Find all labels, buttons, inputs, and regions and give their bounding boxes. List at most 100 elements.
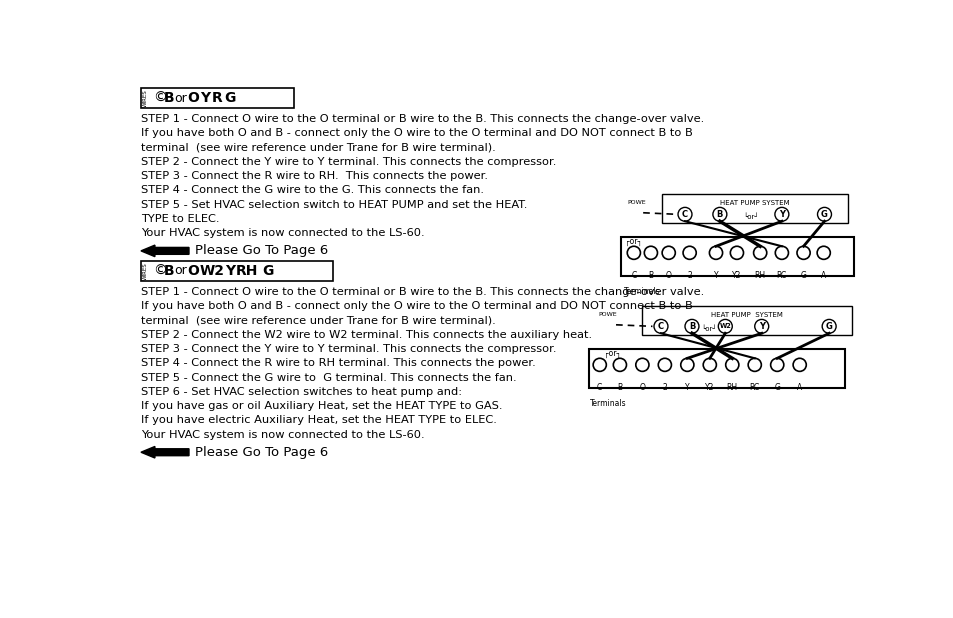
Circle shape — [754, 320, 768, 333]
Text: ┌or┐: ┌or┐ — [624, 237, 641, 247]
Circle shape — [792, 358, 805, 371]
Text: └or┘: └or┘ — [700, 325, 716, 332]
Text: RH: RH — [726, 383, 737, 392]
Text: A: A — [821, 271, 825, 281]
Circle shape — [817, 246, 829, 260]
Text: RC: RC — [749, 383, 760, 392]
Text: RH: RH — [235, 264, 257, 278]
Text: C: C — [597, 383, 601, 392]
Bar — [141, 261, 333, 281]
Circle shape — [775, 246, 787, 260]
Circle shape — [661, 246, 675, 260]
Text: Your HVAC system is now connected to the LS-60.: Your HVAC system is now connected to the… — [141, 228, 424, 238]
Text: G: G — [774, 383, 780, 392]
Text: Y: Y — [199, 91, 210, 105]
Text: RH: RH — [754, 271, 765, 281]
Text: HEAT PUMP SYSTEM: HEAT PUMP SYSTEM — [720, 200, 789, 206]
Circle shape — [821, 320, 835, 333]
Text: 2: 2 — [686, 271, 691, 281]
Text: G: G — [261, 264, 273, 278]
Text: Y: Y — [778, 210, 784, 219]
Text: Terminals: Terminals — [623, 287, 659, 295]
Text: HEAT PUMP  SYSTEM: HEAT PUMP SYSTEM — [710, 311, 782, 318]
Text: STEP 2 - Connect the W2 wire to W2 terminal. This connects the auxiliary heat.: STEP 2 - Connect the W2 wire to W2 termi… — [141, 330, 592, 340]
Circle shape — [635, 358, 648, 371]
Text: └or┘: └or┘ — [742, 213, 758, 220]
Circle shape — [680, 358, 693, 371]
Bar — [141, 88, 294, 108]
Circle shape — [678, 208, 691, 221]
Text: STEP 6 - Set HVAC selection switches to heat pump and:: STEP 6 - Set HVAC selection switches to … — [141, 387, 461, 397]
Bar — [661, 193, 847, 222]
Text: STEP 5 - Set HVAC selection switch to HEAT PUMP and set the HEAT.: STEP 5 - Set HVAC selection switch to HE… — [141, 200, 527, 210]
Text: STEP 1 - Connect O wire to the O terminal or B wire to the B. This connects the : STEP 1 - Connect O wire to the O termina… — [141, 287, 703, 297]
Text: Your HVAC system is now connected to the LS-60.: Your HVAC system is now connected to the… — [141, 430, 424, 439]
Text: O: O — [187, 264, 199, 278]
Text: STEP 4 - Connect the R wire to RH terminal. This connects the power.: STEP 4 - Connect the R wire to RH termin… — [141, 358, 536, 368]
Circle shape — [684, 320, 699, 333]
Text: Y: Y — [224, 264, 234, 278]
Text: G: G — [224, 91, 235, 105]
Bar — [588, 349, 843, 388]
Text: B: B — [164, 264, 174, 278]
FancyArrow shape — [141, 446, 189, 458]
Text: ©: © — [153, 91, 167, 105]
Text: C: C — [631, 271, 636, 281]
Text: WIRES: WIRES — [142, 89, 147, 107]
FancyArrow shape — [141, 245, 189, 256]
Circle shape — [747, 358, 760, 371]
Text: STEP 3 - Connect the R wire to RH.  This connects the power.: STEP 3 - Connect the R wire to RH. This … — [141, 171, 487, 181]
Text: G: G — [800, 271, 805, 281]
Text: terminal  (see wire reference under Trane for B wire terminal).: terminal (see wire reference under Trane… — [141, 316, 496, 326]
Circle shape — [593, 358, 606, 371]
Circle shape — [725, 358, 738, 371]
Circle shape — [682, 246, 696, 260]
Circle shape — [627, 246, 639, 260]
Text: ©: © — [153, 264, 167, 278]
Text: STEP 4 - Connect the G wire to the G. This connects the fan.: STEP 4 - Connect the G wire to the G. Th… — [141, 185, 483, 195]
Text: Please Go To Page 6: Please Go To Page 6 — [195, 446, 328, 459]
Text: STEP 5 - Connect the G wire to  G terminal. This connects the fan.: STEP 5 - Connect the G wire to G termina… — [141, 373, 516, 383]
Circle shape — [796, 246, 809, 260]
Text: W2: W2 — [719, 323, 730, 329]
Text: B: B — [164, 91, 174, 105]
Circle shape — [702, 358, 716, 371]
Circle shape — [753, 246, 766, 260]
Circle shape — [770, 358, 783, 371]
Circle shape — [730, 246, 742, 260]
Text: STEP 3 - Connect the Y wire to Y terminal. This connects the compressor.: STEP 3 - Connect the Y wire to Y termina… — [141, 344, 556, 354]
Circle shape — [774, 208, 788, 221]
Text: or: or — [174, 91, 187, 104]
Text: RC: RC — [776, 271, 786, 281]
Circle shape — [658, 358, 671, 371]
Text: G: G — [825, 322, 832, 331]
Text: O: O — [665, 271, 671, 281]
Text: B: B — [617, 383, 621, 392]
Circle shape — [613, 358, 626, 371]
Text: POWE: POWE — [598, 312, 617, 317]
Text: STEP 2 - Connect the Y wire to Y terminal. This connects the compressor.: STEP 2 - Connect the Y wire to Y termina… — [141, 157, 556, 167]
Text: If you have electric Auxiliary Heat, set the HEAT TYPE to ELEC.: If you have electric Auxiliary Heat, set… — [141, 415, 497, 425]
Text: A: A — [797, 383, 801, 392]
Text: B: B — [648, 271, 653, 281]
Text: POWE: POWE — [627, 200, 645, 205]
Text: Y2: Y2 — [704, 383, 714, 392]
Text: If you have both O and B - connect only the O wire to the O terminal and DO NOT : If you have both O and B - connect only … — [141, 302, 692, 311]
Text: O: O — [639, 383, 644, 392]
Bar — [641, 305, 852, 335]
Text: W2: W2 — [199, 264, 225, 278]
Text: Please Go To Page 6: Please Go To Page 6 — [195, 244, 328, 257]
Text: O: O — [187, 91, 199, 105]
Text: C: C — [658, 322, 663, 331]
Text: B: B — [688, 322, 695, 331]
Text: C: C — [681, 210, 687, 219]
Text: STEP 1 - Connect O wire to the O terminal or B wire to the B. This connects the : STEP 1 - Connect O wire to the O termina… — [141, 114, 703, 124]
Circle shape — [709, 246, 721, 260]
Circle shape — [712, 208, 726, 221]
Text: 2: 2 — [661, 383, 666, 392]
Circle shape — [654, 320, 667, 333]
Text: If you have gas or oil Auxiliary Heat, set the HEAT TYPE to GAS.: If you have gas or oil Auxiliary Heat, s… — [141, 401, 502, 411]
Text: ┌or┐: ┌or┐ — [604, 349, 620, 358]
Circle shape — [817, 208, 831, 221]
Text: TYPE to ELEC.: TYPE to ELEC. — [141, 214, 219, 224]
